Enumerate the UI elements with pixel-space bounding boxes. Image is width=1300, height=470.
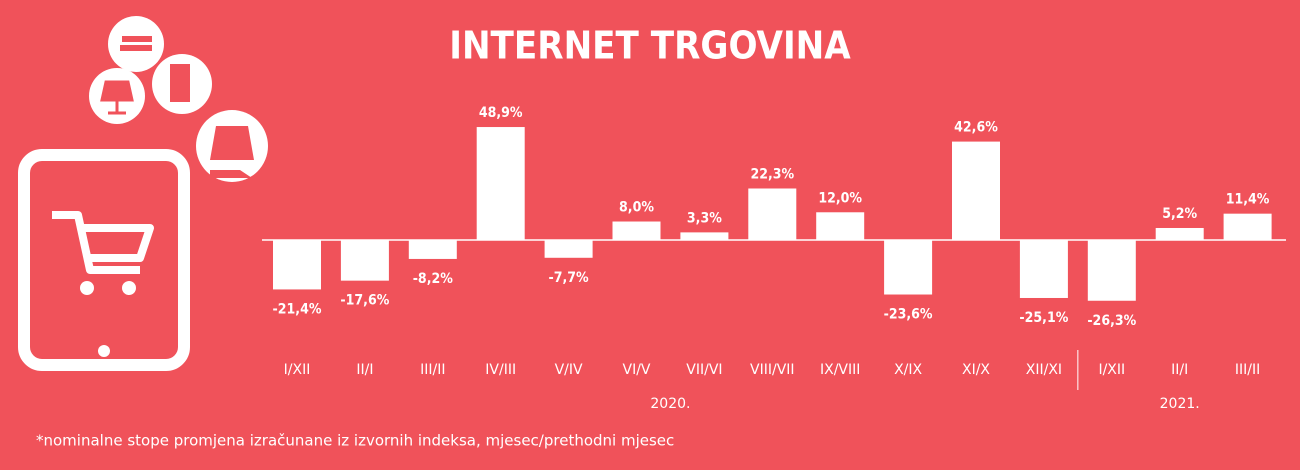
value-label: -8,2% (413, 271, 454, 287)
value-label: 48,9% (479, 105, 523, 121)
x-tick-label: I/XII (284, 362, 311, 378)
x-tick-label: VI/V (623, 362, 651, 378)
value-label: -17,6% (340, 293, 389, 309)
bar (884, 240, 933, 295)
x-tick-label: III/II (1235, 362, 1260, 378)
value-label: 12,0% (818, 190, 862, 206)
books-circle (108, 16, 164, 72)
icons (18, 16, 268, 371)
bar (612, 221, 661, 240)
phone (170, 64, 190, 102)
value-label: -26,3% (1087, 313, 1136, 329)
bar (748, 188, 797, 240)
x-tick-label: XI/X (962, 362, 990, 378)
cart-icon (52, 211, 154, 274)
value-label: -21,4% (273, 301, 322, 317)
bar (1087, 240, 1136, 301)
lamp (100, 80, 134, 115)
bar (1155, 227, 1204, 240)
book (122, 36, 152, 42)
value-label: 5,2% (1162, 206, 1197, 222)
x-tick-label: XII/XI (1026, 362, 1062, 378)
x-tick-label: IV/III (485, 362, 516, 378)
value-label: 42,6% (954, 120, 998, 136)
value-label: -23,6% (884, 307, 933, 323)
bar (476, 127, 525, 240)
bar (544, 240, 593, 258)
x-tick-label: VII/VI (686, 362, 722, 378)
x-tick-label: IX/VIII (820, 362, 860, 378)
value-label: 11,4% (1226, 192, 1270, 208)
value-label: 3,3% (687, 210, 722, 226)
bar (1019, 240, 1068, 298)
x-tick-label: III/II (420, 362, 445, 378)
cart-wheel (80, 281, 94, 295)
value-label: -25,1% (1019, 310, 1068, 326)
tablet-button (98, 345, 110, 357)
bar (408, 240, 457, 259)
value-label: 22,3% (750, 166, 794, 182)
footnote: *nominalne stope promjena izračunane iz … (36, 432, 674, 450)
x-tick-label: VIII/VII (750, 362, 795, 378)
group-label: 2021. (1160, 396, 1200, 412)
bar (952, 141, 1000, 240)
tablet-icon (18, 149, 190, 371)
bar (340, 240, 389, 281)
x-tick-label: I/XII (1098, 362, 1125, 378)
group-label: 2020. (650, 396, 690, 412)
bar (816, 212, 865, 240)
x-tick-label: II/I (1171, 362, 1188, 378)
cart-wheel (122, 281, 136, 295)
book (120, 45, 152, 51)
bar (273, 240, 321, 290)
chart-title: INTERNET TRGOVINA (449, 24, 851, 68)
bar (680, 232, 729, 240)
x-tick-label: X/IX (894, 362, 922, 378)
clothes (210, 126, 254, 178)
bar (1223, 213, 1272, 240)
value-label: 8,0% (619, 200, 654, 216)
x-tick-label: II/I (356, 362, 373, 378)
x-tick-label: V/IV (555, 362, 583, 378)
value-label: -7,7% (549, 270, 590, 286)
